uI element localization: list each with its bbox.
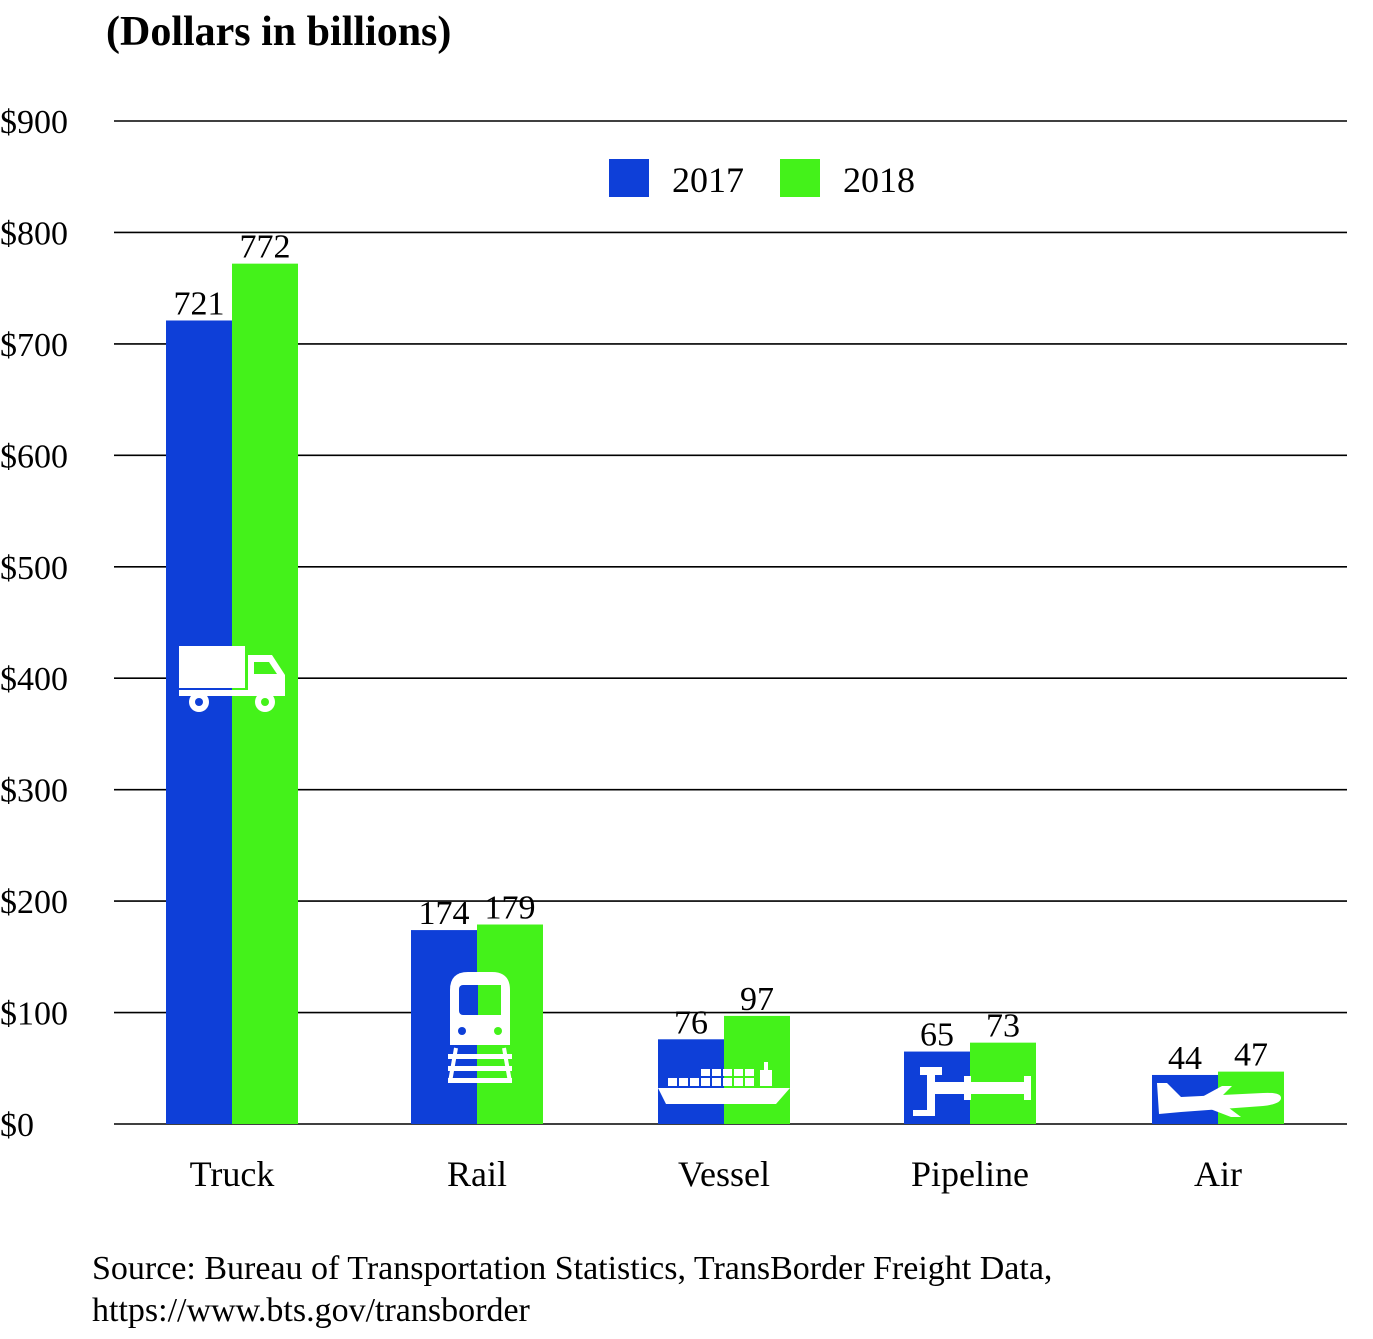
- category-icons: [179, 646, 1281, 1117]
- data-label: 97: [740, 981, 774, 1018]
- source-note: Source: Bureau of Transportation Statist…: [92, 1248, 1052, 1332]
- y-tick-label: $900: [0, 104, 68, 141]
- data-label: 721: [174, 285, 225, 322]
- data-label: 179: [485, 890, 536, 927]
- truck-icon: [179, 646, 285, 712]
- x-category-label: Truck: [190, 1154, 275, 1194]
- data-label: 65: [920, 1017, 954, 1054]
- y-tick-label: $700: [0, 327, 68, 364]
- ship-icon: [658, 1062, 790, 1104]
- train-icon: [448, 972, 512, 1083]
- data-label: 47: [1234, 1037, 1268, 1074]
- legend-swatch-2018: [780, 159, 820, 197]
- legend-label: 2017: [672, 160, 744, 200]
- bar-vessel-2018: [724, 1015, 790, 1124]
- y-tick-label: $200: [0, 884, 68, 921]
- legend-label: 2018: [843, 160, 915, 200]
- chart-title: (Dollars in billions): [106, 9, 452, 55]
- data-label: 73: [986, 1008, 1020, 1045]
- data-label: 174: [419, 895, 470, 932]
- source-line-1: Source: Bureau of Transportation Statist…: [92, 1250, 1053, 1287]
- y-tick-label: $800: [0, 215, 68, 252]
- source-line-2: https://www.bts.gov/transborder: [92, 1292, 530, 1329]
- pipeline-icon: [913, 1067, 1031, 1116]
- x-category-label: Pipeline: [911, 1154, 1029, 1194]
- bars: [166, 263, 1284, 1124]
- bar-chart: $0 $100 $200 $300 $400 $500 $600 $700 $800 $900 7…: [0, 104, 1347, 1194]
- x-category-label: Vessel: [678, 1154, 770, 1194]
- gridlines: [114, 120, 1347, 1125]
- x-category-label: Rail: [447, 1154, 507, 1194]
- data-labels: 721 174 76 65 44 772 179 97 73 47: [174, 229, 1269, 1077]
- data-label: 76: [674, 1004, 708, 1041]
- airplane-icon: [1157, 1083, 1281, 1117]
- x-axis-categories: Truck Rail Vessel Pipeline Air: [190, 1154, 1242, 1194]
- y-tick-label: $500: [0, 550, 68, 587]
- y-tick-label: $0: [0, 1107, 34, 1144]
- data-label: 772: [240, 229, 291, 266]
- y-tick-label: $300: [0, 773, 68, 810]
- y-tick-label: $100: [0, 996, 68, 1033]
- bar-truck-2017: [166, 320, 232, 1124]
- data-label: 44: [1168, 1040, 1202, 1077]
- legend: 2017 2018: [609, 159, 915, 200]
- y-tick-label: $600: [0, 438, 68, 475]
- x-category-label: Air: [1194, 1154, 1242, 1194]
- y-tick-label: $400: [0, 661, 68, 698]
- y-axis-ticks: $0 $100 $200 $300 $400 $500 $600 $700 $800 $900: [0, 104, 68, 1144]
- legend-swatch-2017: [609, 159, 649, 197]
